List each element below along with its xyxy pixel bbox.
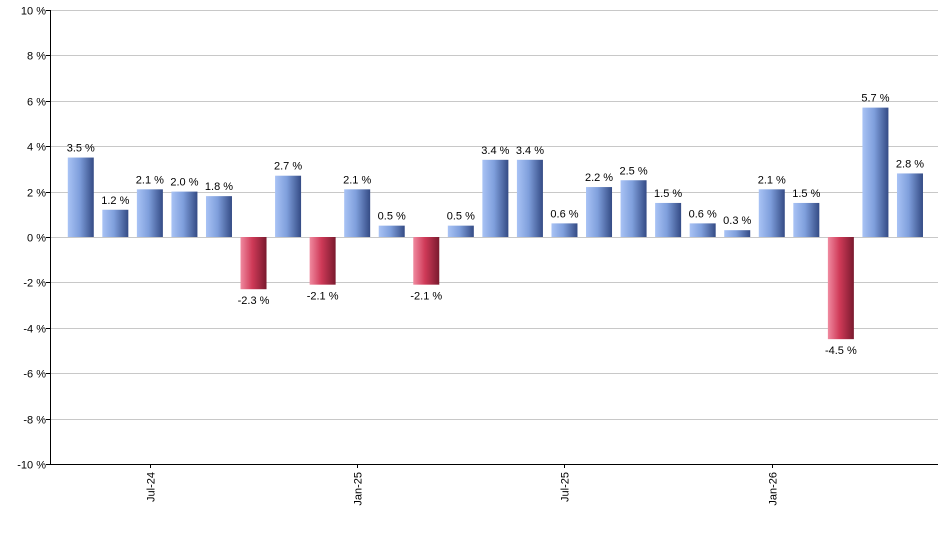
bars [67, 107, 923, 340]
bar-value-label: 1.2 % [101, 195, 129, 207]
bar-value-label: 1.5 % [792, 188, 820, 200]
y-tick-label: -6 % [23, 369, 46, 381]
bar [827, 237, 854, 340]
bar [136, 189, 163, 237]
x-tick-label: Jul-24 [146, 472, 158, 502]
x-tick-label: Jan-26 [768, 472, 780, 506]
x-tick-label: Jan-25 [353, 472, 365, 506]
bar-value-label: -2.1 % [410, 291, 442, 303]
bar-value-label: 3.4 % [481, 145, 509, 157]
bar [551, 223, 578, 237]
bar-value-label: 1.8 % [205, 181, 233, 193]
bar [205, 196, 232, 237]
bar [655, 202, 682, 237]
bar [724, 230, 751, 237]
bar [793, 202, 820, 237]
bar-value-label: 3.4 % [516, 145, 544, 157]
bar [171, 191, 198, 237]
bar [67, 157, 94, 237]
bar [309, 237, 336, 285]
bar-value-label: 0.6 % [689, 208, 717, 220]
bar [516, 159, 543, 237]
bar-value-label: 0.5 % [447, 211, 475, 223]
bar [275, 175, 302, 237]
bar [240, 237, 267, 290]
y-tick-label: -8 % [23, 415, 46, 427]
y-tick-label: 2 % [27, 188, 46, 200]
bar-value-label: 2.1 % [136, 174, 164, 186]
bar [689, 223, 716, 237]
bar-value-label: 2.0 % [170, 177, 198, 189]
bar [344, 189, 371, 237]
bar-value-label: 5.7 % [861, 93, 889, 105]
y-tick-label: -10 % [17, 460, 46, 472]
axes [46, 10, 938, 468]
y-tick-label: 6 % [27, 97, 46, 109]
bar [896, 173, 923, 237]
bar-value-label: -4.5 % [825, 345, 857, 357]
bar [413, 237, 440, 285]
bar-value-label: 2.7 % [274, 161, 302, 173]
bar-value-label: 1.5 % [654, 188, 682, 200]
bar-value-label: 2.5 % [620, 165, 648, 177]
bar-value-label: 0.3 % [723, 215, 751, 227]
y-tick-label: 8 % [27, 51, 46, 63]
y-tick-label: 10 % [21, 6, 46, 18]
bar-value-label: 2.1 % [758, 174, 786, 186]
bar [447, 225, 474, 237]
y-tick-label: -4 % [23, 324, 46, 336]
bar [586, 187, 613, 237]
y-tick-label: -2 % [23, 278, 46, 290]
bar-value-label: 2.1 % [343, 174, 371, 186]
bar [620, 180, 647, 237]
y-tick-label: 4 % [27, 142, 46, 154]
bar [482, 159, 509, 237]
bar-value-label: 0.6 % [550, 208, 578, 220]
grid-lines [50, 10, 938, 465]
bar-value-label: 3.5 % [67, 143, 95, 155]
bar [378, 225, 405, 237]
bar [862, 107, 889, 237]
bar [102, 209, 129, 237]
labels: 10 % 8 % 6 % 4 % 2 % 0 % -2 % -4 % -6 % -8 % -10 %… [17, 6, 924, 506]
bar-value-label: 2.8 % [896, 158, 924, 170]
bar [758, 189, 785, 237]
bar-value-label: -2.3 % [238, 295, 270, 307]
bar-value-label: 0.5 % [378, 211, 406, 223]
y-tick-label: 0 % [27, 233, 46, 245]
bar-value-label: -2.1 % [307, 291, 339, 303]
bar-value-label: 2.2 % [585, 172, 613, 184]
x-tick-label: Jul-25 [560, 472, 572, 502]
